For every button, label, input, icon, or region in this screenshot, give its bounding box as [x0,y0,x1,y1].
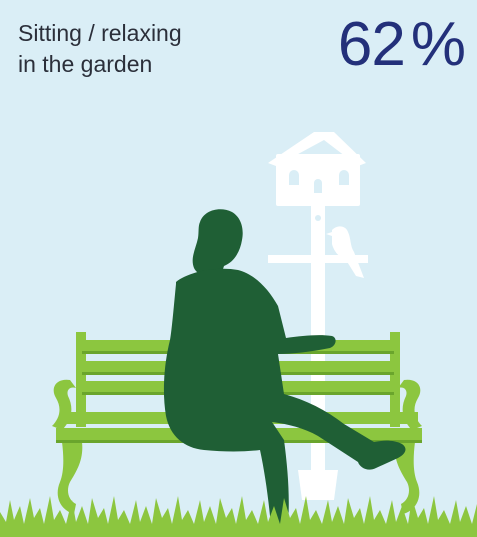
person-silhouette-icon [163,209,406,537]
bird-icon [326,226,364,278]
percentage-value: 62% [337,10,466,80]
caption-line-2: in the garden [18,51,153,77]
percentage-number: 62 [337,10,406,79]
grass-icon [0,496,477,537]
activity-caption: Sitting / relaxing in the garden [18,18,182,80]
percent-sign: % [410,10,466,79]
caption-line-1: Sitting / relaxing [18,20,182,46]
